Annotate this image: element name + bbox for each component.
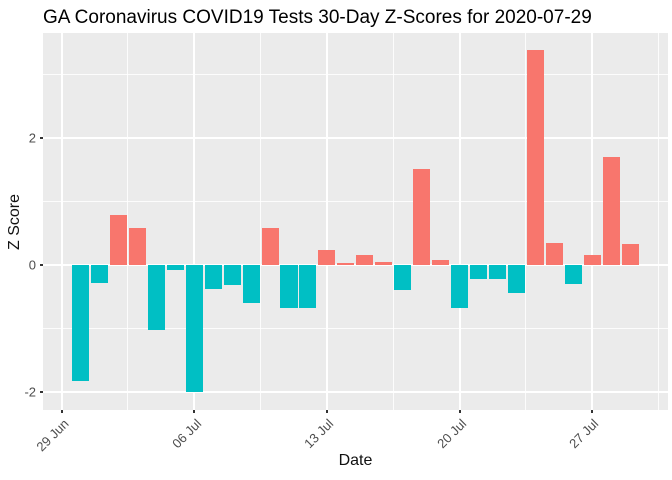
y-tick-mark (40, 390, 43, 393)
bar (564, 264, 582, 284)
y-major-gridline (43, 390, 668, 393)
bar (318, 250, 336, 265)
bar (545, 242, 563, 265)
x-tick-mark (325, 410, 328, 413)
y-tick-label: -2 (24, 384, 36, 400)
bar (469, 264, 487, 280)
y-tick-mark (40, 263, 43, 266)
x-major-gridline (325, 33, 328, 410)
x-major-gridline (458, 33, 461, 410)
bar (451, 264, 469, 308)
y-major-gridline (43, 137, 668, 140)
bar (337, 263, 355, 265)
x-major-gridline (193, 33, 196, 410)
bar (204, 264, 222, 289)
x-axis-title: Date (338, 452, 373, 469)
y-minor-gridline (43, 74, 668, 76)
chart-title: GA Coronavirus COVID19 Tests 30-Day Z-Sc… (43, 7, 592, 28)
x-tick-label-text: 20 Jul (433, 416, 470, 452)
bar (71, 264, 90, 382)
bar (526, 50, 544, 265)
x-tick-mark (193, 410, 196, 413)
y-minor-gridline (43, 327, 668, 329)
x-tick-label-text: 27 Jul (566, 416, 602, 452)
x-tick-label-text: 13 Jul (301, 416, 337, 452)
bar (507, 264, 525, 294)
x-minor-gridline (658, 33, 660, 410)
bar (223, 264, 241, 285)
x-tick-label-text: 06 Jul (168, 416, 204, 452)
bar (147, 264, 165, 331)
bar (128, 228, 146, 265)
x-tick-mark (60, 410, 63, 413)
y-tick-mark (40, 137, 43, 140)
bar (356, 255, 374, 265)
bar (375, 262, 393, 265)
bar (413, 169, 431, 265)
bar (90, 264, 108, 284)
x-minor-gridline (260, 33, 262, 410)
x-minor-gridline (127, 33, 129, 410)
y-tick-label: 0 (28, 257, 36, 273)
plot-panel (43, 33, 668, 410)
x-minor-gridline (392, 33, 394, 410)
bar (280, 264, 298, 308)
x-minor-gridline (525, 33, 527, 410)
bar (299, 264, 317, 308)
x-tick-mark (591, 410, 594, 413)
x-tick-mark (458, 410, 461, 413)
bar (185, 264, 203, 392)
x-tick-label-text: 29 Jun (32, 416, 72, 455)
bar (109, 214, 127, 265)
bar (394, 264, 412, 290)
y-minor-gridline (43, 201, 668, 203)
bar (602, 157, 620, 265)
y-tick-label: 2 (28, 130, 36, 146)
y-axis-title: Z Score (6, 193, 23, 251)
bar (583, 255, 601, 265)
x-major-gridline (591, 33, 594, 410)
x-major-gridline (60, 33, 63, 410)
bar (166, 264, 184, 270)
bar (488, 264, 506, 280)
bar (242, 264, 260, 303)
bar (621, 243, 639, 265)
y-major-gridline (43, 263, 668, 266)
bar (432, 259, 450, 265)
bar (261, 227, 279, 265)
